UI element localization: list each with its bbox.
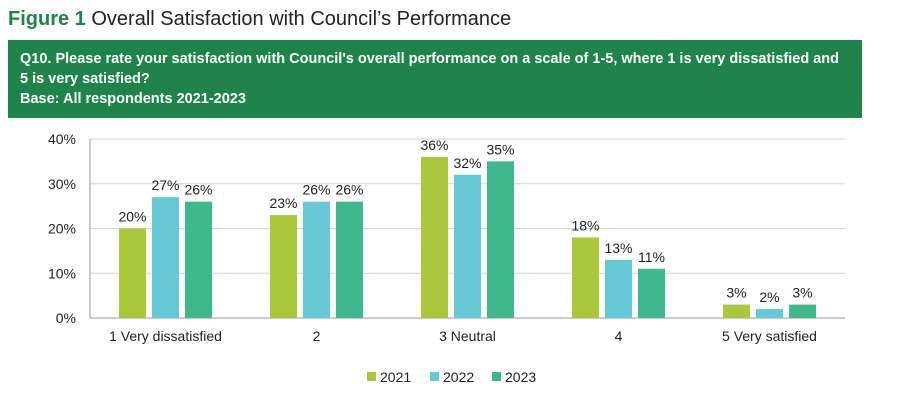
question-box: Q10. Please rate your satisfaction with … bbox=[8, 40, 862, 118]
bar-2021 bbox=[421, 156, 448, 318]
question-base: Base: All respondents 2021-2023 bbox=[20, 91, 246, 107]
y-tick-label: 40% bbox=[48, 131, 76, 147]
bar-2023 bbox=[789, 304, 816, 318]
category-label: 3 Neutral bbox=[439, 328, 496, 344]
y-tick-label: 20% bbox=[48, 221, 76, 237]
bar-2022 bbox=[454, 174, 481, 318]
bar-2023 bbox=[638, 268, 665, 318]
legend-label: 2021 bbox=[380, 369, 411, 385]
y-tick-label: 30% bbox=[48, 176, 76, 192]
data-label: 26% bbox=[302, 182, 330, 198]
legend-label: 2023 bbox=[505, 369, 536, 385]
data-label: 18% bbox=[571, 217, 599, 233]
bar-2023 bbox=[336, 201, 363, 318]
question-line: Q10. Please rate your satisfaction with … bbox=[20, 49, 850, 89]
y-tick-label: 10% bbox=[48, 265, 76, 281]
data-label: 32% bbox=[453, 155, 481, 171]
data-label: 3% bbox=[726, 285, 746, 301]
question-number: Q10. bbox=[20, 51, 52, 67]
bar-2021 bbox=[723, 304, 750, 318]
category-label: 4 bbox=[615, 328, 623, 344]
data-label: 3% bbox=[792, 285, 812, 301]
legend-swatch-2021 bbox=[367, 372, 376, 381]
question-text: Please rate your satisfaction with Counc… bbox=[20, 51, 839, 87]
data-label: 27% bbox=[151, 177, 179, 193]
bar-2021 bbox=[572, 237, 599, 318]
figure-title-text: Overall Satisfaction with Council’s Perf… bbox=[91, 8, 512, 30]
data-label: 11% bbox=[638, 249, 665, 265]
legend-swatch-2023 bbox=[492, 372, 501, 381]
data-label: 35% bbox=[486, 141, 514, 157]
bar-2023 bbox=[185, 201, 212, 318]
legend-label: 2022 bbox=[443, 369, 474, 385]
bar-2021 bbox=[119, 228, 146, 318]
y-tick-label: 0% bbox=[56, 310, 76, 326]
data-label: 26% bbox=[184, 182, 212, 198]
figure-title: Figure 1 Overall Satisfaction with Counc… bbox=[8, 8, 511, 31]
data-label: 2% bbox=[759, 289, 779, 305]
bar-2022 bbox=[605, 259, 632, 318]
bar-2022 bbox=[152, 197, 179, 318]
data-label: 20% bbox=[118, 209, 146, 225]
data-label: 36% bbox=[420, 137, 448, 153]
data-label: 23% bbox=[269, 195, 297, 211]
legend-swatch-2022 bbox=[430, 372, 439, 381]
category-label: 2 bbox=[313, 328, 321, 344]
bar-2022 bbox=[303, 201, 330, 318]
category-label: 1 Very dissatisfied bbox=[109, 328, 222, 344]
bar-2022 bbox=[756, 309, 783, 318]
category-label: 5 Very satisfied bbox=[722, 328, 817, 344]
figure-label: Figure 1 bbox=[8, 8, 86, 30]
bar-2023 bbox=[487, 161, 514, 318]
data-label: 13% bbox=[604, 240, 632, 256]
data-label: 26% bbox=[335, 182, 363, 198]
bar-2021 bbox=[270, 215, 297, 318]
